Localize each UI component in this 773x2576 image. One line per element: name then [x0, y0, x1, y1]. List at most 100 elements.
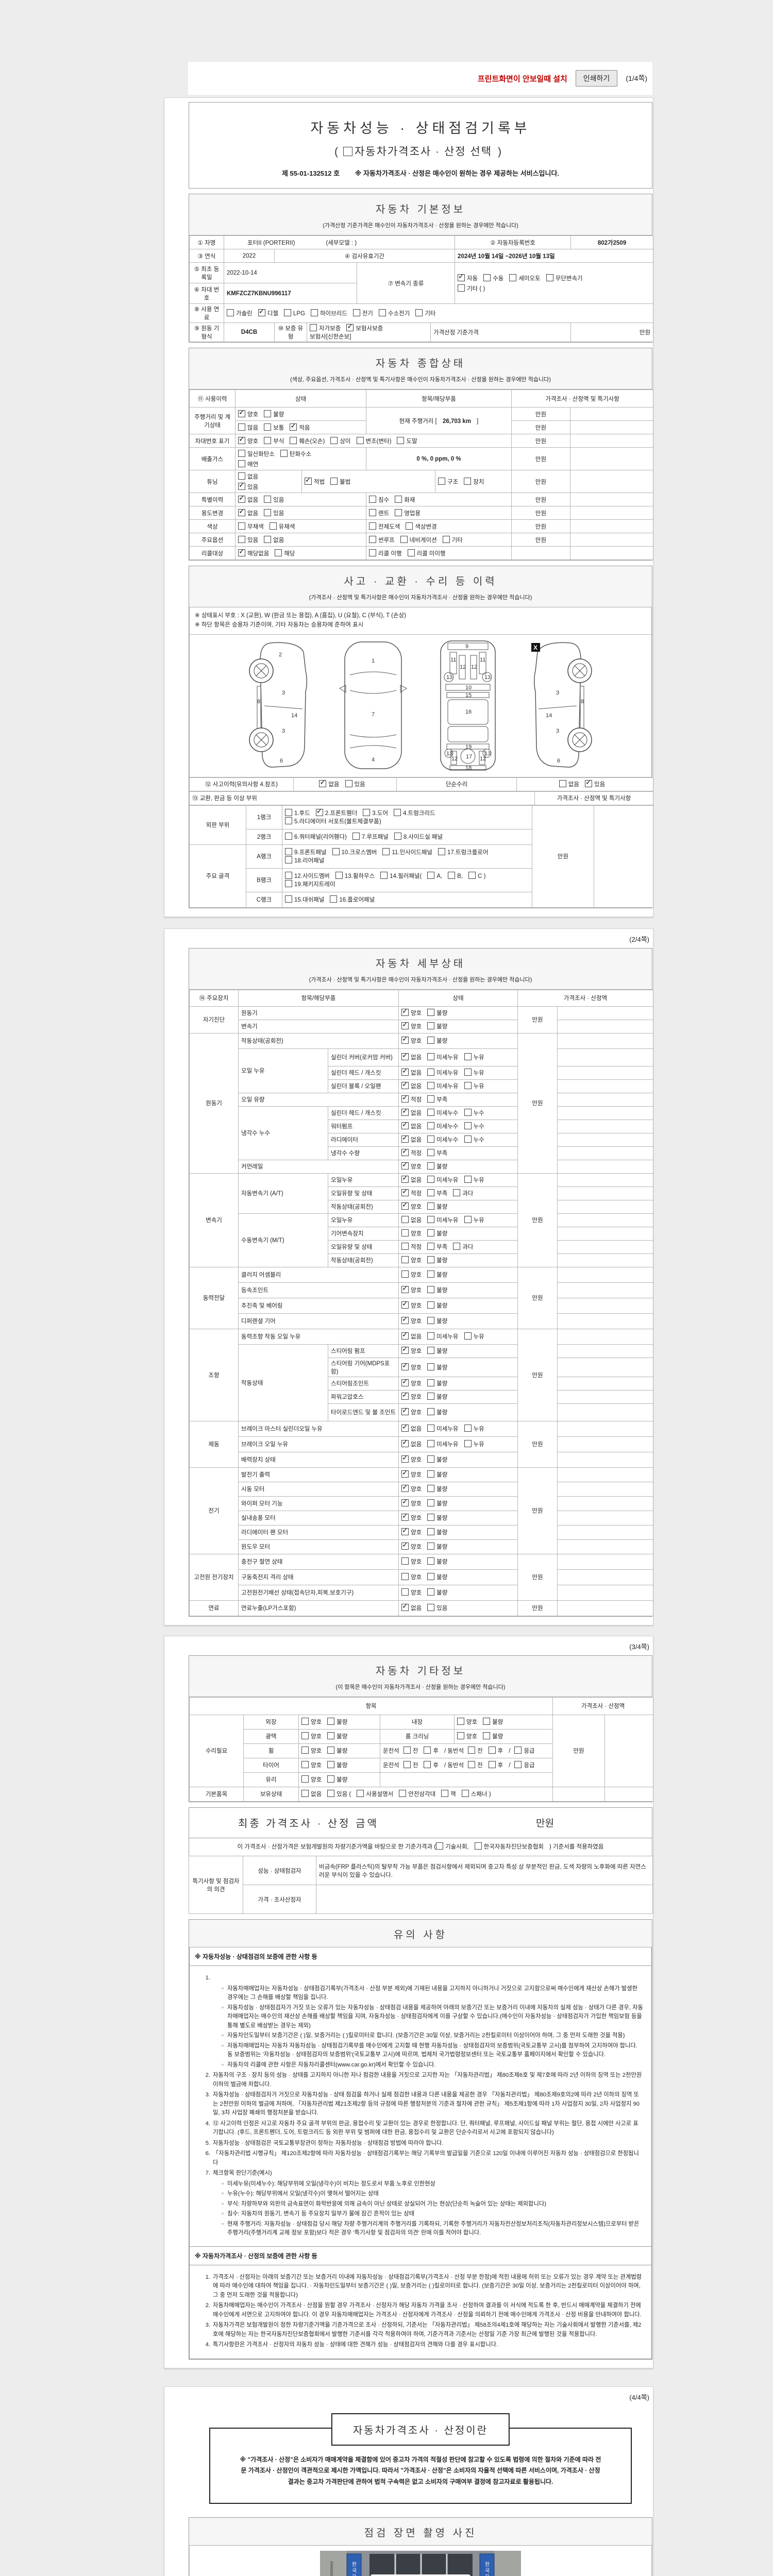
- option-label: 미세누유: [436, 1426, 459, 1433]
- section-subtitle: (가격조사 · 산정액 및 특기사항은 매수인이 자동차가격조사 · 산정을 원…: [309, 976, 532, 983]
- empty-cell: [604, 1714, 654, 1787]
- etc-info-table: 항목 가격조사 · 산정액 수리필요 외장 양호 불량 내장 양호 불량 만원 광택…: [189, 1697, 654, 1802]
- special-items: 침수 화재: [366, 493, 512, 506]
- option-label: 자가보증: [319, 326, 341, 332]
- checkbox-icon: [301, 1775, 309, 1783]
- panel-number: 3: [556, 728, 559, 734]
- price-cell: 만원: [511, 434, 571, 448]
- checkbox-option: 유채색: [269, 522, 295, 531]
- panel-number: 9: [465, 643, 468, 650]
- empty-cell: [557, 1079, 653, 1093]
- bullet-text: 자동차매매업자는 자동차 자동차성능 · 상태점검기록부를 매수인에게 고지할 …: [227, 2042, 637, 2058]
- state-options: 적정 부족: [398, 1146, 518, 1160]
- state-options: 없음 미세누유 누유: [398, 1420, 518, 1437]
- option-text: 운전석: [383, 1762, 399, 1769]
- checkbox-option: 불량: [327, 1775, 347, 1784]
- option-label: 과다: [462, 1244, 474, 1251]
- option-label: 가솔린: [236, 311, 253, 317]
- group-label: 전기: [189, 1467, 239, 1554]
- option-label: 전: [477, 1748, 483, 1755]
- checkbox-icon: [401, 1107, 409, 1116]
- option-label: 양호: [311, 1777, 322, 1784]
- option-label: 17.트렁크플로어: [447, 850, 489, 856]
- checkbox-icon: [488, 1747, 496, 1754]
- item-label: 실내송풍 모터: [238, 1510, 399, 1526]
- option-text: / 동반석: [444, 1748, 464, 1755]
- checkbox-icon: [464, 1440, 472, 1448]
- checkbox-icon: [427, 1588, 435, 1596]
- option-label: 양호: [411, 1472, 422, 1479]
- option-label: 없음: [328, 782, 340, 788]
- price-cell: 만원: [552, 1714, 606, 1787]
- row-label: ⑫ 사고이력(유의사항 4.참조): [189, 777, 294, 791]
- checkbox-option: 양호: [401, 1007, 422, 1017]
- checkbox-option: 양호: [457, 1718, 477, 1726]
- rank-label: C랭크: [246, 891, 282, 908]
- checkbox-option: 안전삼각대: [399, 1790, 435, 1798]
- col-header: 항목/해당부품: [238, 989, 399, 1007]
- first-registration-date: 2022-10-14: [224, 262, 357, 283]
- option-label: 누유: [473, 1083, 484, 1090]
- option-label: 해당: [284, 550, 295, 557]
- checkbox-option: 잭: [441, 1790, 456, 1798]
- option-label: 없음: [247, 497, 259, 503]
- option-label: A,: [436, 873, 443, 880]
- checkbox-option: 없음: [401, 1216, 422, 1224]
- price-cell: 만원: [511, 493, 571, 506]
- checkbox-option: 양호: [301, 1761, 322, 1769]
- option-label: 미세누수: [436, 1124, 459, 1130]
- state-options: 양호 불량: [298, 1772, 380, 1787]
- checkbox-icon: [401, 1573, 409, 1581]
- option-label: 자동차가격조사 · 산정 선택: [354, 146, 493, 158]
- empty-cell: [557, 1119, 653, 1133]
- page-2: (2/4쪽) 자동차 세부상태 (가격조사 · 산정액 및 특기사항은 매수인이…: [164, 928, 653, 1625]
- empty-cell: [594, 805, 653, 908]
- checkbox-option: 없음: [301, 1790, 322, 1798]
- checkbox-icon: [401, 1588, 409, 1596]
- option-label: 불량: [436, 1559, 448, 1566]
- price-cell: 만원: [517, 1420, 558, 1468]
- checkbox-icon: [464, 1082, 472, 1090]
- checkbox-option: 불량: [427, 1363, 447, 1371]
- checkbox-icon: [427, 1162, 435, 1170]
- checkbox-option: 침수: [369, 495, 389, 504]
- checkbox-icon: [369, 549, 377, 556]
- print-button[interactable]: 인쇄하기: [575, 70, 618, 87]
- color-items: 전체도색 색상변경: [366, 519, 512, 533]
- checkbox-icon: [238, 522, 245, 530]
- item-label: 클러치 어셈블리: [238, 1266, 399, 1283]
- checkbox-icon: [400, 535, 408, 543]
- checkbox-option: 불량: [427, 1393, 447, 1401]
- checkbox-option: 사용설명서: [357, 1790, 393, 1798]
- state-options: 양호 불량: [298, 1743, 380, 1758]
- item-label: 실린더 헤드 / 개스킷: [328, 1106, 399, 1120]
- item-text: ⑫ 사고이력 인정은 사고로 자동차 주요 골격 부위의 판금, 용접수리 및 …: [213, 2120, 638, 2136]
- empty-cell: [557, 1226, 653, 1241]
- checkbox-option: 불량: [427, 1229, 447, 1238]
- option-label: 6.쿼터패널(리어휀다): [294, 834, 347, 841]
- checkbox-option: 양호: [401, 1035, 422, 1045]
- checkbox-icon: [514, 1747, 522, 1754]
- col-header: 상태: [234, 389, 367, 408]
- option-label: 불량: [436, 1038, 448, 1045]
- item-label: 윈도우 모터: [238, 1539, 399, 1554]
- panel-number: 3: [556, 690, 559, 696]
- checkbox-icon: [401, 1468, 409, 1478]
- checkbox-option: 기술사회,: [436, 1842, 469, 1852]
- option-label: 5.라디에이터 서포트(볼트체결부품): [294, 819, 381, 825]
- option-label: 없음: [411, 1137, 422, 1144]
- checkbox-option: 누수: [464, 1122, 484, 1130]
- item-number: 4.: [205, 2342, 210, 2348]
- checkbox-icon: [424, 1747, 431, 1754]
- checkbox-icon: [427, 1557, 435, 1565]
- option-label: 양호: [411, 1303, 422, 1310]
- checkbox-icon: [427, 1082, 435, 1090]
- checkbox-icon: [290, 421, 297, 431]
- checkbox-icon: [427, 1455, 435, 1463]
- option-label: 불량: [436, 1486, 448, 1493]
- item-label: 변속기: [238, 1019, 399, 1033]
- option-label: 무채색: [247, 523, 264, 530]
- checkbox-option: 양호: [457, 1732, 477, 1740]
- item-label: 파워고압호스: [328, 1389, 399, 1404]
- option-label: 불량: [436, 1394, 448, 1401]
